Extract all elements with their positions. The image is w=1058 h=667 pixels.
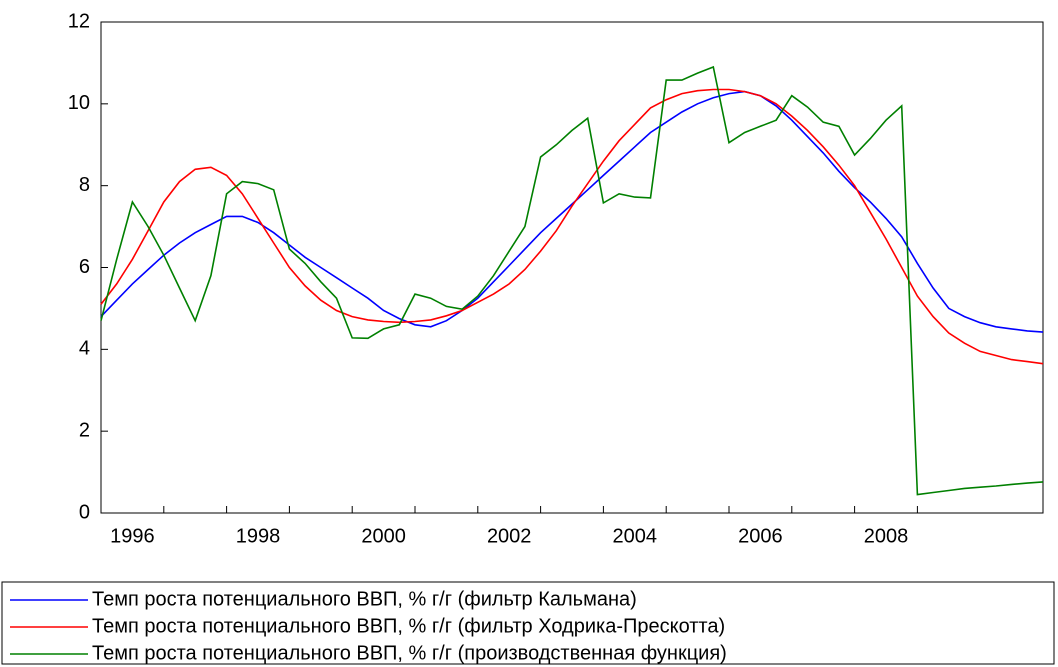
x-tick-label: 1996: [110, 525, 155, 547]
y-tick-label: 10: [68, 92, 90, 114]
y-tick-label: 6: [79, 256, 90, 278]
x-tick-label: 2004: [613, 525, 658, 547]
legend-label: Темп роста потенциального ВВП, % г/г (фи…: [92, 588, 637, 610]
y-tick-label: 0: [79, 501, 90, 523]
series-line: [100, 90, 1044, 333]
legend-label: Темп роста потенциального ВВП, % г/г (пр…: [92, 642, 727, 664]
x-tick-label: 1998: [236, 525, 281, 547]
legend-label: Темп роста потенциального ВВП, % г/г (фи…: [92, 615, 725, 637]
y-tick-label: 12: [68, 10, 90, 32]
y-tick-label: 4: [79, 338, 90, 360]
series-line: [100, 65, 1044, 496]
x-tick-label: 2006: [738, 525, 783, 547]
y-tick-label: 2: [79, 419, 90, 441]
x-tick-label: 2008: [864, 525, 909, 547]
x-tick-label: 2000: [361, 525, 406, 547]
y-tick-label: 8: [79, 174, 90, 196]
series-line: [100, 88, 1044, 365]
legend-box: [1, 581, 1055, 665]
x-tick-label: 2002: [487, 525, 532, 547]
